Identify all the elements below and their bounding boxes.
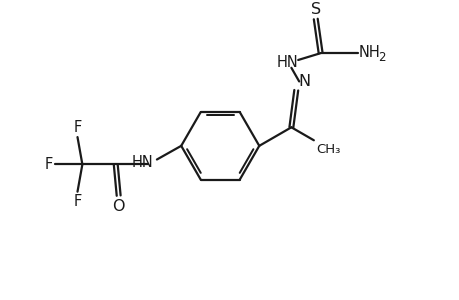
Text: S: S [310, 2, 320, 17]
Text: F: F [45, 157, 53, 172]
Text: NH: NH [358, 45, 380, 60]
Text: N: N [297, 74, 310, 89]
Text: HN: HN [276, 56, 298, 70]
Text: O: O [112, 199, 125, 214]
Text: 2: 2 [377, 51, 385, 64]
Text: CH₃: CH₃ [315, 143, 340, 156]
Text: HN: HN [131, 155, 153, 170]
Text: F: F [73, 120, 81, 135]
Text: F: F [73, 194, 81, 209]
